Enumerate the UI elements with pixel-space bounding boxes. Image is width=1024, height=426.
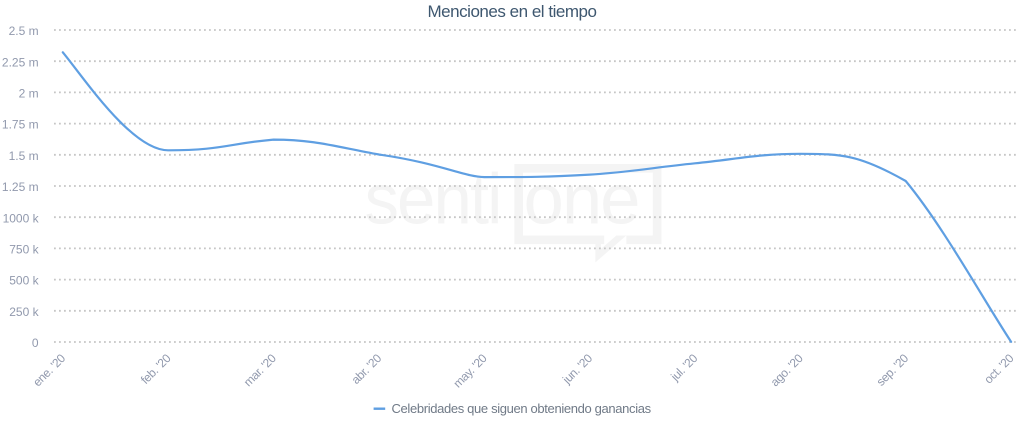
svg-text:250 k: 250 k [9,305,39,319]
svg-text:0: 0 [32,336,39,350]
svg-text:2.25 m: 2.25 m [2,55,39,69]
svg-text:1.75 m: 1.75 m [2,118,39,132]
svg-text:oct. '20: oct. '20 [981,351,1016,386]
svg-text:abr. '20: abr. '20 [349,351,385,387]
svg-text:senti: senti [365,161,501,240]
svg-text:2 m: 2 m [19,87,39,101]
svg-text:1000 k: 1000 k [3,211,40,225]
svg-text:Menciones en el tiempo: Menciones en el tiempo [428,2,597,21]
svg-text:1.25 m: 1.25 m [2,180,39,194]
svg-text:ene. '20: ene. '20 [30,351,68,389]
svg-text:feb. '20: feb. '20 [138,351,174,387]
svg-text:Celebridades que siguen obteni: Celebridades que siguen obteniendo ganan… [392,401,652,416]
svg-text:2.5 m: 2.5 m [9,24,39,38]
svg-text:jun. '20: jun. '20 [559,351,595,387]
svg-text:750 k: 750 k [9,243,39,257]
svg-text:ago. '20: ago. '20 [768,351,806,389]
svg-text:1.5 m: 1.5 m [9,149,39,163]
svg-text:one: one [524,161,639,240]
svg-text:may. '20: may. '20 [450,351,490,391]
svg-text:sep. '20: sep. '20 [874,351,912,389]
svg-text:jul. '20: jul. '20 [667,351,700,384]
svg-text:mar. '20: mar. '20 [241,351,279,389]
svg-text:500 k: 500 k [9,274,39,288]
